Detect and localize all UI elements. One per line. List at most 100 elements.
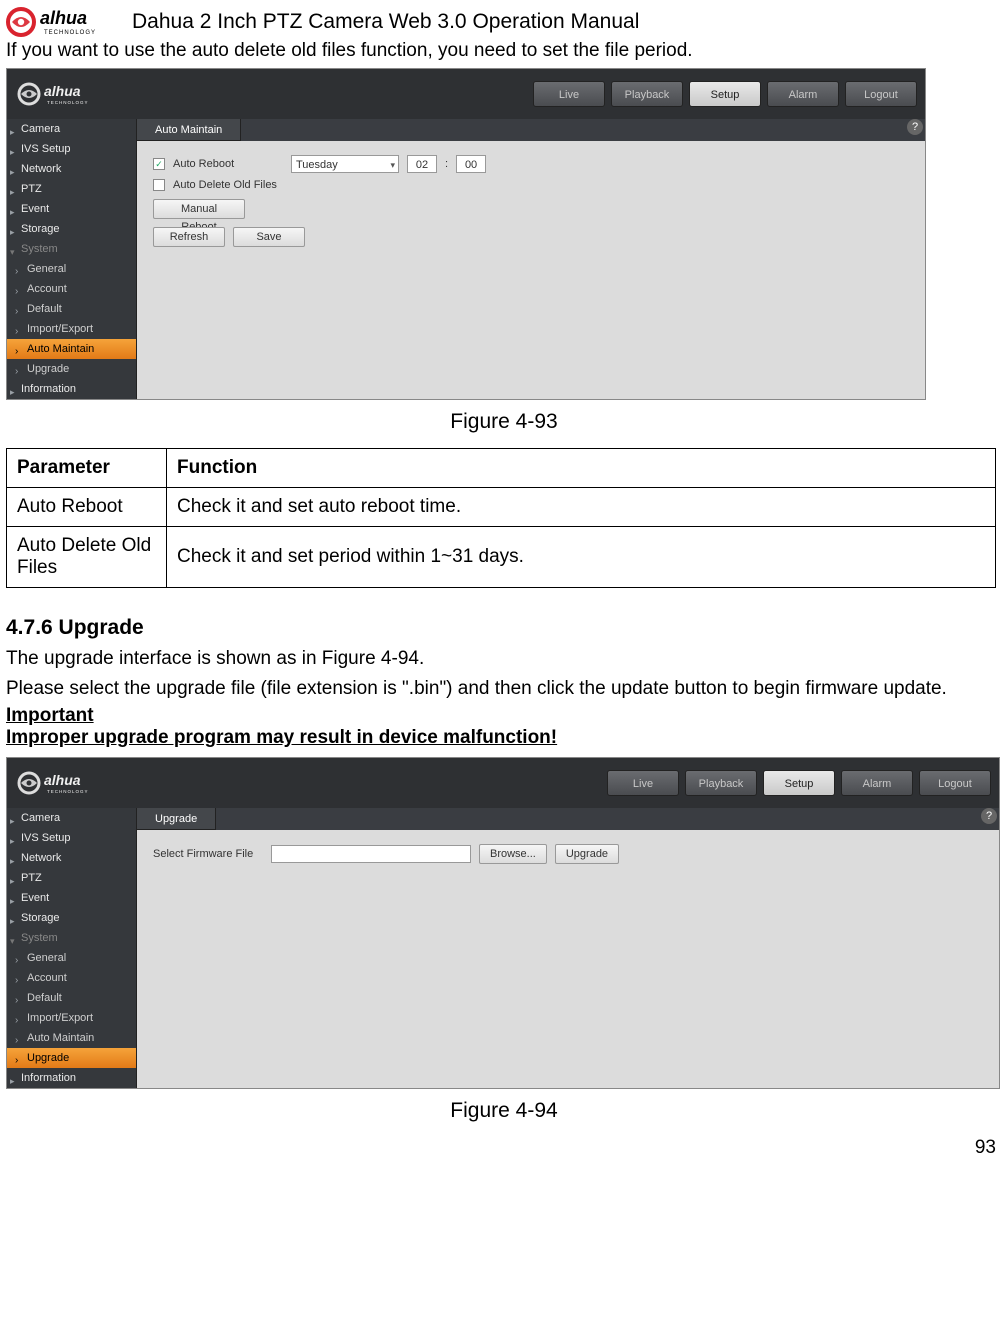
sidebar-item-account[interactable]: Account <box>7 279 136 299</box>
auto-reboot-checkbox[interactable]: ✓ <box>153 158 165 170</box>
sidebar-item-information[interactable]: Information <box>7 379 136 399</box>
sidebar-item-ptz[interactable]: PTZ <box>7 868 136 888</box>
table-cell-func: Check it and set period within 1~31 days… <box>167 527 996 588</box>
svg-text:TECHNOLOGY: TECHNOLOGY <box>44 30 96 36</box>
auto-delete-checkbox[interactable] <box>153 179 165 191</box>
intro-text: If you want to use the auto delete old f… <box>6 40 1002 62</box>
table-cell-param: Auto Reboot <box>7 488 167 527</box>
browse-button[interactable]: Browse... <box>479 844 547 864</box>
sidebar-item-network[interactable]: Network <box>7 159 136 179</box>
refresh-button[interactable]: Refresh <box>153 227 225 247</box>
manual-reboot-button[interactable]: Manual Reboot <box>153 199 245 219</box>
table-row: Auto Reboot Check it and set auto reboot… <box>7 488 996 527</box>
sidebar-item-event[interactable]: Event <box>7 199 136 219</box>
row-manual-reboot: Manual Reboot <box>153 199 909 219</box>
svg-text:alhua: alhua <box>44 772 81 788</box>
table-header-row: Parameter Function <box>7 449 996 488</box>
sidebar-item-import-export[interactable]: Import/Export <box>7 319 136 339</box>
sidebar-item-upgrade[interactable]: Upgrade <box>7 359 136 379</box>
panel-body: Select Firmware File Browse... Upgrade <box>137 830 999 1088</box>
dahua-logo-small: alhua TECHNOLOGY <box>17 81 109 107</box>
sidebar-item-network[interactable]: Network <box>7 848 136 868</box>
nav-logout[interactable]: Logout <box>845 81 917 107</box>
screenshot-topbar: alhua TECHNOLOGY Live Playback Setup Ala… <box>7 758 999 808</box>
auto-delete-label: Auto Delete Old Files <box>173 179 277 191</box>
sidebar-item-information[interactable]: Information <box>7 1068 136 1088</box>
upgrade-button[interactable]: Upgrade <box>555 844 619 864</box>
panel-body: ✓ Auto Reboot Tuesday 02 : 00 Auto Delet… <box>137 141 925 399</box>
row-auto-delete: Auto Delete Old Files <box>153 179 909 191</box>
sidebar-item-storage[interactable]: Storage <box>7 219 136 239</box>
page-header: alhua TECHNOLOGY Dahua 2 Inch PTZ Camera… <box>6 6 1002 38</box>
sidebar-item-general[interactable]: General <box>7 259 136 279</box>
help-icon[interactable]: ? <box>981 808 997 824</box>
time-colon: : <box>445 158 448 170</box>
help-icon[interactable]: ? <box>907 119 923 135</box>
sidebar-item-default[interactable]: Default <box>7 299 136 319</box>
panel-tab-auto-maintain[interactable]: Auto Maintain <box>137 119 241 141</box>
important-label: Important <box>6 705 1002 727</box>
section-heading-upgrade: 4.7.6 Upgrade <box>6 616 1002 640</box>
sidebar-item-camera[interactable]: Camera <box>7 808 136 828</box>
table-row: Auto Delete Old Files Check it and set p… <box>7 527 996 588</box>
nav-alarm[interactable]: Alarm <box>841 770 913 796</box>
content-panel: ? Upgrade Select Firmware File Browse...… <box>137 808 999 1088</box>
row-select-file: Select Firmware File Browse... Upgrade <box>153 844 983 864</box>
sidebar-item-account[interactable]: Account <box>7 968 136 988</box>
sidebar: Camera IVS Setup Network PTZ Event Stora… <box>7 119 137 399</box>
sidebar-item-default[interactable]: Default <box>7 988 136 1008</box>
firmware-file-input[interactable] <box>271 845 471 863</box>
sidebar-item-ivs[interactable]: IVS Setup <box>7 828 136 848</box>
svg-text:alhua: alhua <box>44 83 81 99</box>
screenshot-figure-93: alhua TECHNOLOGY Live Playback Setup Ala… <box>6 68 926 400</box>
important-text: Improper upgrade program may result in d… <box>6 727 1002 749</box>
sidebar-item-event[interactable]: Event <box>7 888 136 908</box>
sidebar: Camera IVS Setup Network PTZ Event Stora… <box>7 808 137 1088</box>
svg-text:alhua: alhua <box>40 8 87 28</box>
table-cell-func: Check it and set auto reboot time. <box>167 488 996 527</box>
table-header-parameter: Parameter <box>7 449 167 488</box>
nav-playback[interactable]: Playback <box>611 81 683 107</box>
nav-logout[interactable]: Logout <box>919 770 991 796</box>
screenshot-figure-94: alhua TECHNOLOGY Live Playback Setup Ala… <box>6 757 1000 1089</box>
table-cell-param: Auto Delete Old Files <box>7 527 167 588</box>
body-text-1: The upgrade interface is shown as in Fig… <box>6 646 1002 672</box>
dahua-logo-small: alhua TECHNOLOGY <box>17 770 109 796</box>
minute-input[interactable]: 00 <box>456 155 486 173</box>
svg-text:TECHNOLOGY: TECHNOLOGY <box>47 789 89 794</box>
table-header-function: Function <box>167 449 996 488</box>
hour-input[interactable]: 02 <box>407 155 437 173</box>
save-button[interactable]: Save <box>233 227 305 247</box>
page-title: Dahua 2 Inch PTZ Camera Web 3.0 Operatio… <box>132 10 639 34</box>
sidebar-item-general[interactable]: General <box>7 948 136 968</box>
sidebar-item-system[interactable]: System <box>7 239 136 259</box>
page-number: 93 <box>6 1137 1002 1159</box>
row-auto-reboot: ✓ Auto Reboot Tuesday 02 : 00 <box>153 155 909 173</box>
nav-alarm[interactable]: Alarm <box>767 81 839 107</box>
row-actions: Refresh Save <box>153 227 909 247</box>
sidebar-item-upgrade[interactable]: Upgrade <box>7 1048 136 1068</box>
select-file-label: Select Firmware File <box>153 848 263 860</box>
sidebar-item-system[interactable]: System <box>7 928 136 948</box>
sidebar-item-camera[interactable]: Camera <box>7 119 136 139</box>
dahua-logo: alhua TECHNOLOGY <box>6 6 118 38</box>
sidebar-item-ptz[interactable]: PTZ <box>7 179 136 199</box>
nav-setup[interactable]: Setup <box>689 81 761 107</box>
figure-93-caption: Figure 4-93 <box>6 410 1002 434</box>
screenshot-topbar: alhua TECHNOLOGY Live Playback Setup Ala… <box>7 69 925 119</box>
nav-live[interactable]: Live <box>533 81 605 107</box>
content-panel: ? Auto Maintain ✓ Auto Reboot Tuesday 02… <box>137 119 925 399</box>
nav-playback[interactable]: Playback <box>685 770 757 796</box>
nav-live[interactable]: Live <box>607 770 679 796</box>
day-select[interactable]: Tuesday <box>291 155 399 173</box>
sidebar-item-auto-maintain[interactable]: Auto Maintain <box>7 1028 136 1048</box>
nav-setup[interactable]: Setup <box>763 770 835 796</box>
sidebar-item-import-export[interactable]: Import/Export <box>7 1008 136 1028</box>
top-navigation: Live Playback Setup Alarm Logout <box>527 81 917 107</box>
sidebar-item-storage[interactable]: Storage <box>7 908 136 928</box>
sidebar-item-ivs[interactable]: IVS Setup <box>7 139 136 159</box>
panel-tab-upgrade[interactable]: Upgrade <box>137 808 216 830</box>
screenshot-body: Camera IVS Setup Network PTZ Event Stora… <box>7 808 999 1088</box>
sidebar-item-auto-maintain[interactable]: Auto Maintain <box>7 339 136 359</box>
auto-reboot-label: Auto Reboot <box>173 158 283 170</box>
